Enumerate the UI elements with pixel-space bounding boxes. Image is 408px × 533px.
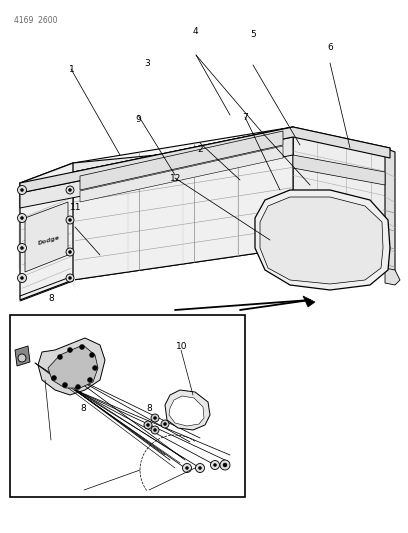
Circle shape [69,277,71,279]
Circle shape [18,244,27,253]
Polygon shape [20,137,293,208]
Circle shape [195,464,204,472]
Polygon shape [169,396,204,426]
Polygon shape [73,142,293,280]
Polygon shape [15,346,30,366]
Polygon shape [260,197,383,284]
Text: 8: 8 [146,405,152,413]
Circle shape [153,429,157,432]
Circle shape [66,274,74,282]
Polygon shape [20,127,390,193]
Circle shape [58,354,62,359]
Text: 3: 3 [144,60,150,68]
Bar [10,315,245,497]
Polygon shape [293,155,385,185]
Text: 1: 1 [69,65,74,74]
Text: 7: 7 [242,113,248,122]
Polygon shape [303,296,315,307]
Circle shape [51,376,56,381]
Polygon shape [18,183,75,290]
Polygon shape [385,148,395,278]
Circle shape [151,414,159,422]
Text: 12: 12 [170,174,181,183]
Circle shape [67,348,73,352]
Circle shape [89,352,95,358]
Circle shape [20,189,24,191]
Circle shape [18,214,27,222]
Circle shape [223,463,227,467]
Circle shape [69,189,71,191]
Circle shape [146,424,149,426]
Polygon shape [48,345,98,388]
Text: 2: 2 [197,145,203,154]
Text: 6: 6 [328,44,333,52]
Circle shape [93,366,98,370]
Circle shape [87,377,93,383]
Text: 4169  2600: 4169 2600 [14,16,58,25]
Circle shape [199,466,202,470]
Circle shape [186,466,188,470]
Text: 5: 5 [250,30,256,39]
Circle shape [66,186,74,194]
Circle shape [20,216,24,220]
Circle shape [20,277,24,279]
Circle shape [213,464,217,466]
Circle shape [211,461,220,470]
Text: 8: 8 [81,405,86,413]
Circle shape [66,248,74,256]
Polygon shape [25,202,68,272]
Circle shape [18,185,27,195]
Polygon shape [80,146,283,202]
Circle shape [66,216,74,224]
Text: Dodge: Dodge [37,235,60,246]
Circle shape [18,273,27,282]
Polygon shape [38,338,105,395]
Circle shape [62,383,67,387]
Polygon shape [165,390,210,430]
Circle shape [80,344,84,350]
Polygon shape [80,131,283,190]
Polygon shape [20,127,293,183]
Text: 10: 10 [176,342,187,351]
Text: 4: 4 [193,28,199,36]
Polygon shape [255,190,390,290]
Circle shape [18,354,26,362]
Circle shape [69,219,71,222]
Circle shape [69,251,71,254]
Text: 11: 11 [70,204,81,212]
Circle shape [151,426,159,434]
Circle shape [75,384,80,390]
Polygon shape [385,268,400,285]
Polygon shape [20,163,73,300]
Circle shape [144,421,152,429]
Polygon shape [73,127,293,280]
Polygon shape [293,127,390,270]
Text: 9: 9 [136,116,142,124]
Circle shape [153,416,157,419]
Text: 8: 8 [48,294,54,303]
Circle shape [220,460,230,470]
Circle shape [161,420,169,428]
Circle shape [20,246,24,249]
Circle shape [164,423,166,425]
Circle shape [182,464,191,472]
